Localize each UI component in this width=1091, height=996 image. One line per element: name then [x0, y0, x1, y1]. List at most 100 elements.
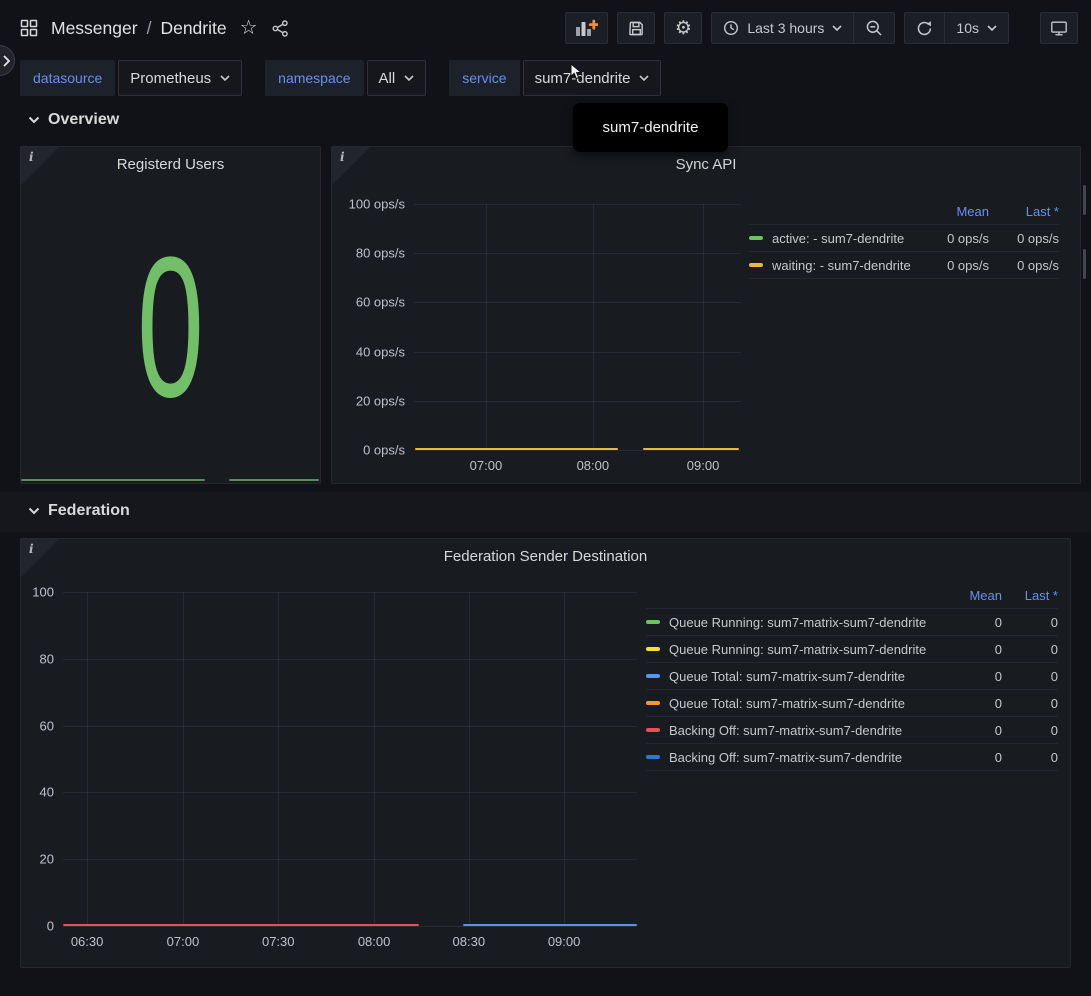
section-federation-row: Federation — [0, 492, 1091, 532]
legend-series-label[interactable]: Queue Total: sum7-matrix-sum7-dendrite — [669, 695, 906, 711]
series-line — [463, 924, 637, 926]
section-federation-toggle[interactable]: Federation — [28, 502, 130, 520]
gear-icon: ⚙ — [674, 17, 692, 39]
navbar-left: Messenger / Dendrite ☆ — [20, 0, 290, 56]
refresh-dashboard-button[interactable] — [905, 13, 944, 43]
legend-row: Queue Running: sum7-matrix-sum7-dendrite… — [646, 636, 1058, 663]
kiosk-mode-button[interactable] — [1040, 12, 1078, 44]
legend-row: Backing Off: sum7-matrix-sum7-dendrite 0 0 — [646, 744, 1058, 771]
chevron-down-icon — [28, 116, 40, 124]
service-tooltip: sum7-dendrite — [573, 103, 728, 152]
time-picker-group: Last 3 hours — [711, 12, 896, 44]
section-overview-toggle[interactable]: Overview — [28, 111, 119, 129]
panel-title-sync-api[interactable]: Sync API — [675, 156, 737, 173]
zoom-out-time-button[interactable] — [853, 13, 894, 43]
gridline — [564, 592, 566, 926]
y-tick-label: 40 — [39, 784, 54, 800]
stat-sparkline-segment — [21, 479, 205, 481]
legend-header-mean[interactable]: Mean — [956, 204, 989, 219]
mouse-cursor — [570, 64, 583, 80]
chevron-down-icon — [28, 507, 40, 515]
legend-last-value: 0 — [1050, 614, 1058, 630]
series-color-swatch — [749, 263, 763, 267]
legend-last-value: 0 — [1050, 668, 1058, 684]
info-icon: i — [29, 542, 34, 556]
legend-series-label[interactable]: active: - sum7-dendrite — [772, 230, 905, 246]
legend-mean-value: 0 ops/s — [947, 230, 989, 246]
legend-row: Queue Total: sum7-matrix-sum7-dendrite 0 0 — [646, 690, 1058, 717]
legend-header-last[interactable]: Last * — [1024, 588, 1058, 603]
legend-mean-value: 0 — [994, 668, 1002, 684]
refresh-interval-picker[interactable]: 10s — [944, 13, 1008, 43]
y-tick-label: 100 ops/s — [348, 196, 405, 212]
chevron-down-icon — [639, 75, 650, 81]
stat-sparkline — [21, 475, 320, 483]
navbar-toolbar: ⚙ Last 3 hours — [565, 12, 1078, 44]
gridline — [63, 926, 637, 927]
chevron-down-icon — [832, 25, 842, 31]
add-panel-button[interactable] — [565, 12, 609, 44]
federation-plot-area[interactable] — [63, 592, 637, 927]
legend-last-value: 0 — [1050, 695, 1058, 711]
dashboards-grid-icon[interactable] — [20, 19, 38, 37]
sync-api-plot-area[interactable] — [414, 204, 741, 451]
panel-info-corner[interactable]: i — [21, 539, 59, 577]
y-tick-label: 80 — [39, 651, 54, 667]
dashboard-settings-button[interactable]: ⚙ — [664, 12, 703, 44]
legend-series-label[interactable]: Backing Off: sum7-matrix-sum7-dendrite — [669, 722, 903, 738]
time-range-picker[interactable]: Last 3 hours — [712, 13, 853, 43]
legend-last-value: 0 — [1050, 722, 1058, 738]
legend-series-label[interactable]: Queue Running: sum7-matrix-sum7-dendrite — [669, 614, 927, 630]
stat-value: 0 — [137, 216, 204, 439]
panel-info-corner[interactable]: i — [332, 147, 370, 185]
legend-mean-value: 0 — [994, 749, 1002, 765]
panel-title-federation-sender-destination[interactable]: Federation Sender Destination — [443, 548, 648, 565]
series-color-swatch — [646, 674, 660, 678]
save-dashboard-button[interactable] — [617, 12, 656, 44]
legend-scrollbar-thumb[interactable] — [1083, 249, 1086, 279]
variable-service: service sum7-dendrite — [449, 60, 662, 96]
legend-row: active: - sum7-dendrite 0 ops/s 0 ops/s — [749, 225, 1059, 252]
panel-sync-api: i Sync API 100 ops/s 80 ops/s 60 ops/s 40 o… — [331, 146, 1081, 484]
variable-service-label: service — [449, 60, 520, 96]
variable-namespace-picker[interactable]: All — [366, 60, 427, 96]
share-icon[interactable] — [271, 19, 290, 38]
star-icon[interactable]: ☆ — [239, 17, 258, 39]
series-color-swatch — [646, 728, 660, 732]
legend-last-value: 0 ops/s — [1017, 257, 1059, 273]
panel-info-corner[interactable]: i — [21, 147, 59, 185]
breadcrumb-page[interactable]: Dendrite — [160, 17, 227, 38]
breadcrumb-dashboard[interactable]: Messenger — [51, 17, 138, 38]
legend-mean-value: 0 ops/s — [947, 257, 989, 273]
panel-registered-users: i Registerd Users 0 — [20, 146, 321, 484]
federation-legend: Mean Last * Queue Running: sum7-matrix-sum… — [646, 583, 1058, 771]
legend-scrollbar-thumb[interactable] — [1083, 185, 1086, 215]
panel-title-registered-users[interactable]: Registerd Users — [116, 156, 225, 173]
gridline — [63, 658, 637, 660]
legend-series-label[interactable]: Queue Total: sum7-matrix-sum7-dendrite — [669, 668, 906, 684]
legend-series-label[interactable]: Queue Running: sum7-matrix-sum7-dendrite — [669, 641, 927, 657]
chevron-down-icon — [220, 75, 230, 81]
federation-chart: 100 80 60 40 20 0 06:30 07:00 07:30 08:00 08:30 09:… — [21, 539, 1070, 967]
gridline — [703, 204, 705, 450]
legend-series-label[interactable]: waiting: - sum7-dendrite — [772, 257, 911, 273]
monitor-icon — [1051, 21, 1067, 36]
legend-header-mean[interactable]: Mean — [969, 588, 1002, 603]
section-title: Federation — [48, 502, 130, 519]
series-line — [63, 924, 419, 926]
variable-namespace-label: namespace — [265, 60, 364, 96]
variable-datasource: datasource Prometheus — [20, 60, 243, 96]
variable-namespace-value: All — [378, 69, 396, 87]
time-range-label: Last 3 hours — [747, 20, 825, 36]
x-tick-label: 09:00 — [547, 934, 581, 949]
legend-series-label[interactable]: Backing Off: sum7-matrix-sum7-dendrite — [669, 749, 903, 765]
dashboard-variables: datasource Prometheus namespace All serv… — [20, 60, 662, 96]
legend-last-value: 0 — [1050, 641, 1058, 657]
legend-header-last[interactable]: Last * — [1025, 204, 1059, 219]
gridline — [414, 253, 741, 255]
variable-datasource-picker[interactable]: Prometheus — [118, 60, 243, 96]
legend-row: Queue Total: sum7-matrix-sum7-dendrite 0 0 — [646, 663, 1058, 690]
zoom-out-icon — [867, 20, 882, 36]
legend-mean-value: 0 — [994, 614, 1002, 630]
variable-service-picker[interactable]: sum7-dendrite — [522, 60, 662, 96]
